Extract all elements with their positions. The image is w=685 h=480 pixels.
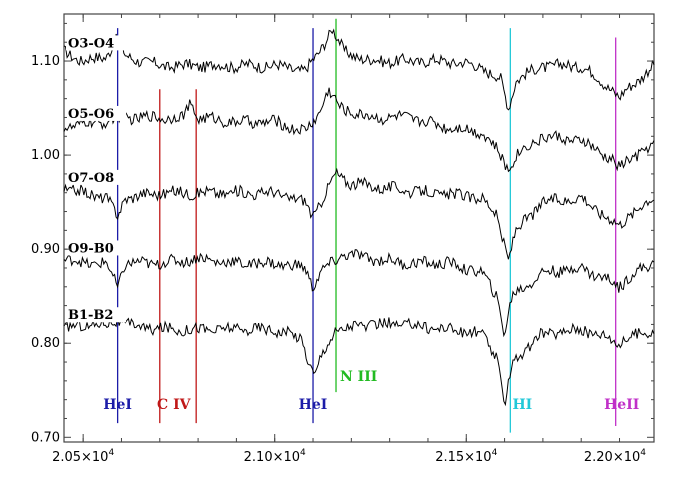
- x-tick-exponent: 4: [640, 448, 646, 458]
- series-line: [63, 316, 655, 407]
- series-line: [63, 28, 655, 111]
- spectral-line-label: N III: [340, 369, 377, 385]
- x-tick-label: 2.05×104: [52, 448, 114, 465]
- series-label-bg: [66, 240, 126, 256]
- plot-frame: [63, 13, 655, 443]
- spectral-line-label: HI: [512, 397, 532, 413]
- spectral-line-label: HeI: [103, 397, 132, 413]
- x-tick-mantissa: 2.10×10: [244, 450, 300, 465]
- x-tick-mantissa: 2.15×10: [435, 450, 491, 465]
- series-label: O5-O6: [68, 107, 114, 122]
- spectral-line-label: HeII: [604, 397, 639, 413]
- series-label: O3-O4: [68, 36, 114, 51]
- spectral-line-label: C IV: [157, 397, 192, 413]
- y-tick-label: 1.00: [31, 148, 60, 163]
- x-tick-exponent: 4: [300, 448, 306, 458]
- series-label-bg: [66, 105, 126, 121]
- series-label: B1-B2: [68, 308, 113, 323]
- series-lines: [63, 28, 655, 407]
- x-tick-mantissa: 2.20×10: [584, 450, 640, 465]
- x-tick-mantissa: 2.05×10: [52, 450, 108, 465]
- series-label-bg: [66, 169, 126, 185]
- x-tick-exponent: 4: [108, 448, 114, 458]
- x-tick-label: 2.20×104: [584, 448, 646, 465]
- y-tick-label: 0.90: [31, 242, 60, 257]
- series-line: [63, 87, 655, 173]
- x-axis: 2.05×104 2.10×104 2.15×104 2.20×104: [52, 14, 655, 465]
- series-line: [63, 167, 655, 260]
- y-axis: 0.70 0.80 0.90 1.00 1.10: [31, 22, 654, 445]
- series-label-bg: [66, 35, 126, 51]
- spectral-line-label: HeI: [299, 397, 328, 413]
- series-label: O7-O8: [68, 171, 114, 186]
- series-label-bg: [66, 307, 126, 323]
- x-tick-label: 2.10×104: [244, 448, 306, 465]
- series-label: O9-B0: [68, 241, 114, 256]
- series-labels: O3-O4 O5-O6 O7-O8 O9-B0 B1-B2: [66, 35, 126, 323]
- x-tick-exponent: 4: [492, 448, 498, 458]
- y-tick-label: 0.80: [31, 336, 60, 351]
- y-tick-label: 0.70: [31, 430, 60, 445]
- x-tick-label: 2.15×104: [435, 448, 497, 465]
- series-line: [63, 249, 655, 338]
- spectral-lines: HeI C IV HeI N III HI HeII: [103, 18, 639, 433]
- y-tick-label: 1.10: [31, 54, 60, 69]
